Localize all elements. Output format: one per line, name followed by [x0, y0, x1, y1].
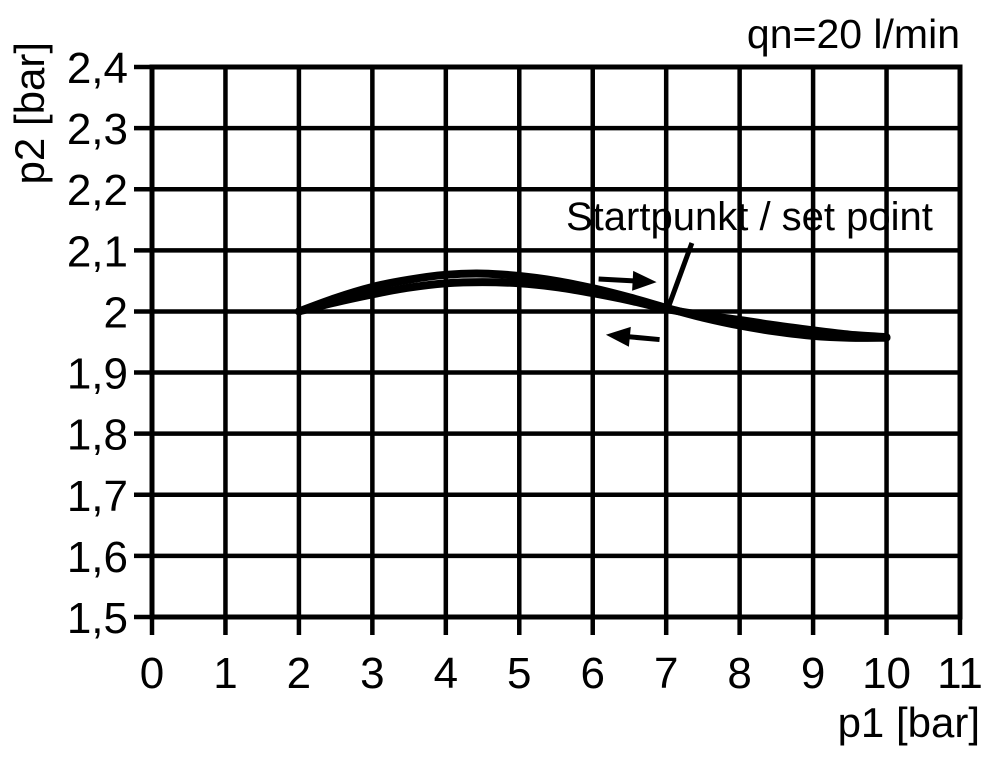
y-tick-label: 1,9: [67, 350, 128, 399]
setpoint-pointer-line: [666, 242, 695, 309]
x-tick-label: 10: [862, 649, 911, 698]
y-tick-label: 2: [104, 288, 128, 337]
x-tick-label: 11: [937, 649, 983, 698]
x-tick-label: 7: [654, 649, 678, 698]
y-tick-label: 1,5: [67, 594, 128, 643]
y-tick-labels: 1,5 1,6 1,7 1,8 1,9 2 2,1 2,2 2,3 2,4: [67, 44, 128, 643]
grid-lines: [134, 64, 963, 635]
x-tick-label: 6: [580, 649, 604, 698]
x-tick-label: 3: [360, 649, 384, 698]
y-tick-label: 2,3: [67, 105, 128, 154]
plot-border: [149, 64, 963, 620]
y-tick-label: 1,8: [67, 411, 128, 460]
x-tick-label: 9: [801, 649, 825, 698]
x-tick-labels: 0 1 2 3 4 5 6 7 8 9 10 11: [140, 649, 983, 698]
arrow-head: [605, 326, 631, 347]
direction-arrow-left: [605, 326, 660, 347]
arrow-head: [632, 270, 657, 291]
y-tick-label: 1,6: [67, 533, 128, 582]
curve-up-stroke: [294, 269, 891, 342]
arrow-shaft: [598, 276, 637, 284]
x-tick-label: 2: [287, 649, 311, 698]
flow-rate-label: qn=20 l/min: [746, 11, 960, 57]
y-tick-label: 1,7: [67, 472, 128, 521]
arrow-shaft: [625, 333, 660, 343]
y-tick-label: 2,2: [67, 166, 128, 215]
y-tick-label: 2,1: [67, 227, 128, 276]
setpoint-annotation-label: Startpunkt / set point: [566, 195, 933, 239]
x-tick-label: 1: [213, 649, 237, 698]
curve-down-stroke: [294, 278, 891, 342]
x-axis-title: p1 [bar]: [837, 699, 980, 746]
direction-arrow-right: [598, 270, 657, 291]
x-tick-label: 8: [727, 649, 751, 698]
y-axis-title: p2 [bar]: [6, 42, 53, 185]
y-tick-label: 2,4: [67, 44, 128, 93]
x-tick-label: 5: [507, 649, 531, 698]
x-tick-label: 0: [140, 649, 164, 698]
x-tick-label: 4: [434, 649, 458, 698]
